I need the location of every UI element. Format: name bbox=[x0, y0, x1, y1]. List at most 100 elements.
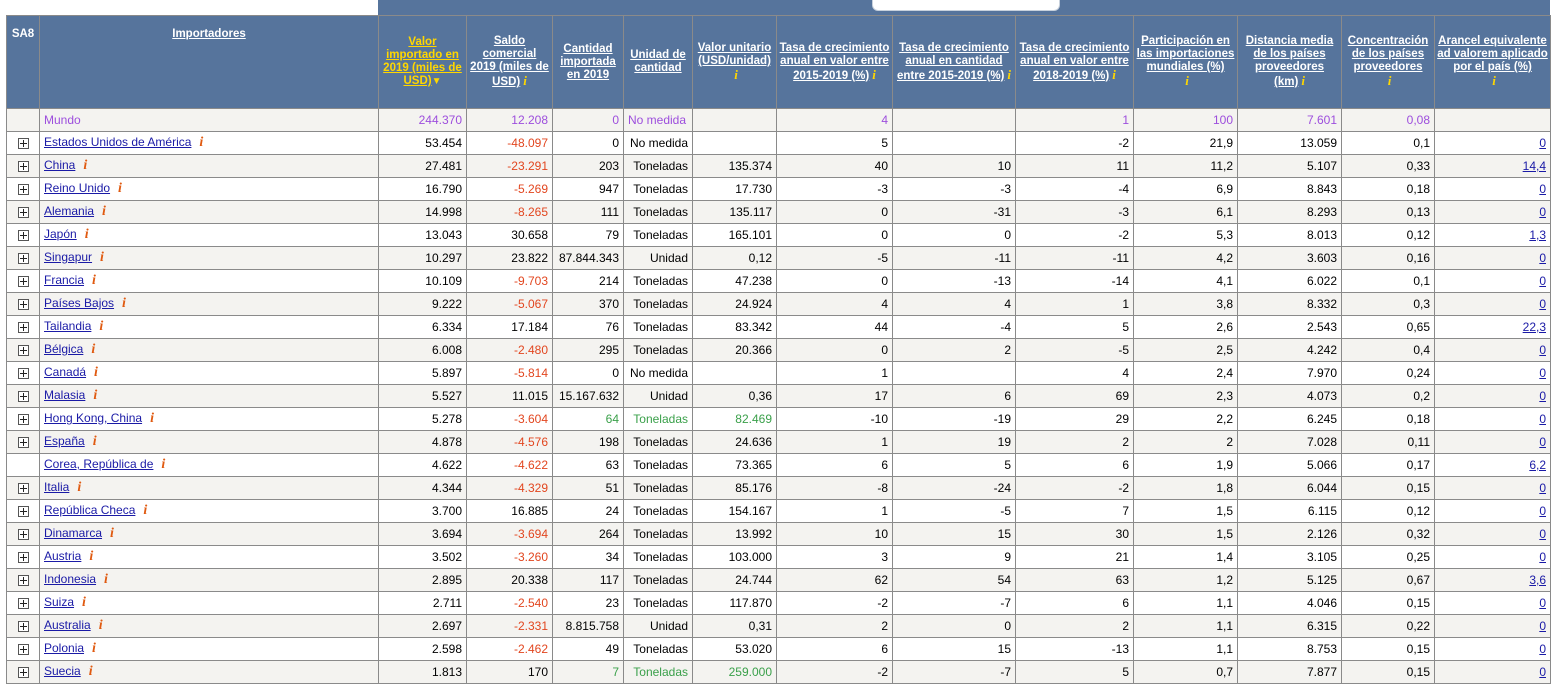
info-icon[interactable]: i bbox=[88, 664, 93, 679]
arancel-link[interactable]: 0 bbox=[1539, 527, 1546, 541]
expand-plus-icon[interactable] bbox=[17, 552, 29, 564]
country-link[interactable]: Japón bbox=[44, 227, 77, 241]
info-icon[interactable]: i bbox=[1185, 73, 1189, 88]
expand-plus-icon[interactable] bbox=[17, 184, 29, 196]
expand-plus-icon[interactable] bbox=[17, 276, 29, 288]
info-icon[interactable]: i bbox=[199, 135, 204, 150]
col-unidad-link[interactable]: Unidad de cantidad bbox=[630, 49, 686, 74]
country-link[interactable]: Corea, República de bbox=[44, 457, 154, 471]
info-icon[interactable]: i bbox=[98, 618, 103, 633]
expand-plus-icon[interactable] bbox=[17, 483, 29, 495]
col-arancel[interactable]: Arancel equivalente ad valorem aplicado … bbox=[1434, 15, 1551, 109]
expand-plus-icon[interactable] bbox=[17, 621, 29, 633]
info-icon[interactable]: i bbox=[872, 66, 876, 82]
info-icon[interactable]: i bbox=[150, 411, 154, 426]
col-cantidad-link[interactable]: Cantidad importada en 2019 bbox=[560, 42, 616, 81]
info-icon[interactable]: i bbox=[94, 365, 98, 380]
arancel-link[interactable]: 0 bbox=[1539, 343, 1546, 357]
country-link[interactable]: Países Bajos bbox=[44, 296, 115, 310]
arancel-link[interactable]: 0 bbox=[1539, 550, 1546, 564]
info-icon[interactable]: i bbox=[102, 204, 106, 219]
info-icon[interactable]: i bbox=[118, 181, 122, 196]
expand-plus-icon[interactable] bbox=[17, 322, 29, 334]
arancel-link[interactable]: 0 bbox=[1539, 412, 1546, 426]
arancel-link[interactable]: 1,3 bbox=[1529, 228, 1546, 242]
expand-plus-icon[interactable] bbox=[17, 437, 29, 449]
col-importadores[interactable]: Importadores bbox=[39, 15, 379, 109]
expand-plus-icon[interactable] bbox=[17, 138, 29, 150]
info-icon[interactable]: i bbox=[110, 526, 114, 541]
col-valor-importado-link[interactable]: Valor importado en 2019 (miles de USD) bbox=[383, 36, 462, 87]
expand-plus-icon[interactable] bbox=[17, 644, 29, 656]
top-search-box[interactable] bbox=[872, 0, 1060, 11]
arancel-link[interactable]: 0 bbox=[1539, 435, 1546, 449]
arancel-link[interactable]: 0 bbox=[1539, 366, 1546, 380]
col-participacion-link[interactable]: Participación en las importaciones mundi… bbox=[1136, 35, 1235, 73]
expand-plus-icon[interactable] bbox=[17, 598, 29, 610]
country-link[interactable]: Hong Kong, China bbox=[44, 411, 143, 425]
info-icon[interactable]: i bbox=[84, 227, 89, 242]
col-arancel-link[interactable]: Arancel equivalente ad valorem aplicado … bbox=[1437, 35, 1548, 73]
col-tasa-valor-2015-2019-link[interactable]: Tasa de crecimiento anual en valor entre… bbox=[779, 41, 890, 82]
country-link[interactable]: Italia bbox=[44, 480, 70, 494]
col-concentracion-link[interactable]: Concentración de los países proveedores bbox=[1347, 35, 1429, 73]
col-tasa-valor-2018-2019-link[interactable]: Tasa de crecimiento anual en valor entre… bbox=[1019, 41, 1130, 82]
arancel-link[interactable]: 3,6 bbox=[1529, 573, 1546, 587]
country-link[interactable]: Singapur bbox=[44, 250, 93, 264]
col-tasa-valor-2018-2019[interactable]: Tasa de crecimiento anual en valor entre… bbox=[1015, 15, 1134, 109]
info-icon[interactable]: i bbox=[91, 342, 96, 357]
info-icon[interactable]: i bbox=[77, 480, 82, 495]
country-link[interactable]: Malasia bbox=[44, 388, 86, 402]
info-icon[interactable]: i bbox=[100, 250, 104, 265]
info-icon[interactable]: i bbox=[1007, 66, 1012, 82]
country-link[interactable]: Tailandia bbox=[44, 319, 92, 333]
arancel-link[interactable]: 0 bbox=[1539, 504, 1546, 518]
arancel-link[interactable]: 0 bbox=[1539, 205, 1546, 219]
arancel-link[interactable]: 0 bbox=[1539, 274, 1546, 288]
info-icon[interactable]: i bbox=[161, 457, 166, 472]
col-concentracion[interactable]: Concentración de los países proveedores i bbox=[1341, 15, 1435, 109]
expand-plus-icon[interactable] bbox=[17, 506, 29, 518]
arancel-link[interactable]: 0 bbox=[1539, 481, 1546, 495]
col-tasa-cantidad-2015-2019[interactable]: Tasa de crecimiento anual en cantidad en… bbox=[892, 15, 1016, 109]
info-icon[interactable]: i bbox=[523, 73, 527, 88]
col-valor-importado[interactable]: Valor importado en 2019 (miles de USD)▼ bbox=[378, 15, 467, 109]
country-link[interactable]: Indonesia bbox=[44, 572, 97, 586]
col-saldo[interactable]: Saldo comercial 2019 (miles de USD) i bbox=[466, 15, 553, 109]
arancel-link[interactable]: 0 bbox=[1539, 136, 1546, 150]
info-icon[interactable]: i bbox=[92, 434, 97, 449]
info-icon[interactable]: i bbox=[92, 641, 96, 656]
arancel-link[interactable]: 0 bbox=[1539, 297, 1546, 311]
col-unidad[interactable]: Unidad de cantidad bbox=[623, 15, 693, 109]
col-cantidad[interactable]: Cantidad importada en 2019 bbox=[552, 15, 624, 109]
expand-plus-icon[interactable] bbox=[17, 414, 29, 426]
info-icon[interactable]: i bbox=[1112, 66, 1116, 82]
arancel-link[interactable]: 0 bbox=[1539, 182, 1546, 196]
col-saldo-link[interactable]: Saldo comercial 2019 (miles de USD) bbox=[470, 35, 549, 88]
col-tasa-cantidad-2015-2019-link[interactable]: Tasa de crecimiento anual en cantidad en… bbox=[896, 41, 1009, 82]
info-icon[interactable]: i bbox=[89, 549, 94, 564]
arancel-link[interactable]: 6,2 bbox=[1529, 458, 1546, 472]
info-icon[interactable]: i bbox=[1301, 73, 1305, 88]
info-icon[interactable]: i bbox=[92, 273, 96, 288]
country-link[interactable]: España bbox=[44, 434, 85, 448]
expand-plus-icon[interactable] bbox=[17, 667, 29, 679]
arancel-link[interactable]: 0 bbox=[1539, 596, 1546, 610]
col-distancia[interactable]: Distancia media de los países proveedore… bbox=[1237, 15, 1342, 109]
expand-plus-icon[interactable] bbox=[17, 253, 29, 265]
info-icon[interactable]: i bbox=[143, 503, 148, 518]
info-icon[interactable]: i bbox=[104, 572, 108, 587]
country-link[interactable]: Estados Unidos de América bbox=[44, 135, 192, 149]
info-icon[interactable]: i bbox=[122, 296, 126, 311]
arancel-link[interactable]: 14,4 bbox=[1522, 159, 1546, 173]
expand-plus-icon[interactable] bbox=[17, 207, 29, 219]
country-link[interactable]: Suiza bbox=[44, 595, 75, 609]
country-link[interactable]: Reino Unido bbox=[44, 181, 111, 195]
country-link[interactable]: Bélgica bbox=[44, 342, 84, 356]
col-valor-unitario[interactable]: Valor unitario (USD/unidad) i bbox=[692, 15, 777, 109]
country-link[interactable]: Australia bbox=[44, 618, 91, 632]
expand-plus-icon[interactable] bbox=[17, 345, 29, 357]
country-link[interactable]: China bbox=[44, 158, 76, 172]
country-link[interactable]: Canadá bbox=[44, 365, 87, 379]
country-link[interactable]: Polonia bbox=[44, 641, 85, 655]
